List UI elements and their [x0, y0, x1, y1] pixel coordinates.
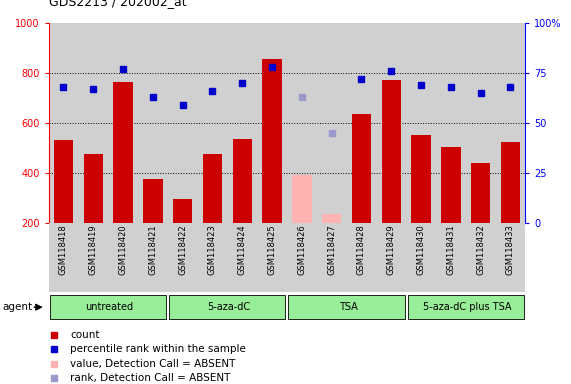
Text: GSM118427: GSM118427 — [327, 224, 336, 275]
Text: rank, Detection Call = ABSENT: rank, Detection Call = ABSENT — [70, 373, 230, 383]
Bar — [262, 59, 282, 223]
Bar — [501, 142, 520, 223]
Text: GSM118431: GSM118431 — [447, 224, 455, 275]
Bar — [322, 214, 341, 223]
Bar — [83, 154, 103, 223]
Bar — [173, 199, 192, 223]
Text: GSM118433: GSM118433 — [506, 224, 515, 275]
Text: percentile rank within the sample: percentile rank within the sample — [70, 344, 246, 354]
Text: 5-aza-dC: 5-aza-dC — [207, 302, 250, 312]
Text: untreated: untreated — [86, 302, 134, 312]
Text: GDS2213 / 202002_at: GDS2213 / 202002_at — [49, 0, 186, 8]
Text: value, Detection Call = ABSENT: value, Detection Call = ABSENT — [70, 359, 235, 369]
FancyBboxPatch shape — [288, 295, 405, 319]
Text: GSM118424: GSM118424 — [238, 224, 247, 275]
Text: GSM118419: GSM118419 — [89, 224, 98, 275]
Text: GSM118421: GSM118421 — [148, 224, 158, 275]
Text: GSM118429: GSM118429 — [387, 224, 396, 275]
Text: GSM118418: GSM118418 — [59, 224, 68, 275]
Bar — [292, 175, 312, 223]
FancyBboxPatch shape — [50, 295, 166, 319]
Text: 5-aza-dC plus TSA: 5-aza-dC plus TSA — [423, 302, 512, 312]
Text: GSM118430: GSM118430 — [416, 224, 425, 275]
Text: TSA: TSA — [339, 302, 357, 312]
Text: GSM118432: GSM118432 — [476, 224, 485, 275]
Bar — [352, 114, 371, 223]
FancyBboxPatch shape — [408, 295, 524, 319]
Bar — [381, 81, 401, 223]
Bar — [54, 141, 73, 223]
Bar — [411, 136, 431, 223]
Bar — [471, 163, 490, 223]
Bar — [203, 154, 222, 223]
Text: GSM118428: GSM118428 — [357, 224, 366, 275]
Text: GSM118426: GSM118426 — [297, 224, 306, 275]
Text: GSM118420: GSM118420 — [119, 224, 127, 275]
Text: GSM118422: GSM118422 — [178, 224, 187, 275]
Bar — [232, 139, 252, 223]
Bar — [143, 179, 163, 223]
Text: agent: agent — [3, 302, 33, 312]
Bar — [441, 147, 460, 223]
FancyBboxPatch shape — [49, 223, 525, 292]
Text: GSM118425: GSM118425 — [268, 224, 276, 275]
Bar — [114, 82, 132, 223]
FancyBboxPatch shape — [169, 295, 286, 319]
Text: count: count — [70, 330, 99, 340]
Text: GSM118423: GSM118423 — [208, 224, 217, 275]
